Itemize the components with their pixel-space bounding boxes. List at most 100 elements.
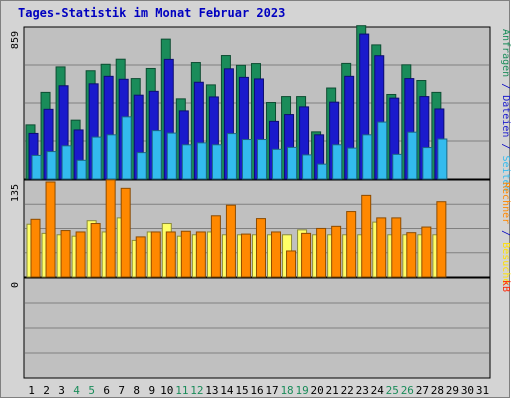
bar-rechner-day-6 <box>105 179 116 278</box>
x-tick-label: 20 <box>311 384 324 397</box>
bar-rechner-day-4 <box>75 231 86 278</box>
bar-seiten-day-20 <box>317 163 328 180</box>
bar-seiten-day-23 <box>362 134 373 180</box>
bar-rechner-day-10 <box>165 231 176 278</box>
bar-rechner-day-18 <box>286 250 297 278</box>
bar-seiten-day-19 <box>302 154 313 180</box>
x-tick-label: 18 <box>280 384 293 397</box>
x-tick-label: 11 <box>175 384 188 397</box>
x-tick-label: 31 <box>476 384 489 397</box>
x-tick-label: 25 <box>386 384 399 397</box>
x-tick-label: 13 <box>205 384 218 397</box>
bar-seiten-day-28 <box>437 138 448 180</box>
bar-seiten-day-2 <box>46 151 57 180</box>
chart-title: Tages-Statistik im Monat Februar 2023 <box>18 6 286 20</box>
bar-seiten-day-18 <box>287 146 298 180</box>
bar-rechner-day-16 <box>255 218 266 278</box>
bar-rechner-day-12 <box>195 231 206 278</box>
x-tick-label: 30 <box>461 384 474 397</box>
bar-seiten-day-8 <box>136 152 147 180</box>
bar-rechner-day-23 <box>361 194 372 278</box>
legend-entry: Besuche <box>500 242 511 284</box>
legend: Rechner / Besuche <box>500 182 511 284</box>
x-tick-label: 28 <box>431 384 444 397</box>
x-tick-label: 1 <box>28 384 35 397</box>
x-tick-label: 29 <box>446 384 459 397</box>
legend-entry: / <box>500 137 511 155</box>
bar-seiten-day-7 <box>121 116 132 180</box>
bar-rechner-day-5 <box>90 223 101 278</box>
y-max-label: 859 <box>10 31 21 49</box>
legend-entry: Rechner <box>500 182 511 224</box>
legend-entry: kB <box>500 280 511 292</box>
x-tick-label: 26 <box>401 384 414 397</box>
bar-rechner-day-28 <box>436 201 447 278</box>
bar-seiten-day-15 <box>241 139 252 180</box>
x-tick-label: 5 <box>88 384 95 397</box>
x-tick-label: 21 <box>326 384 339 397</box>
x-tick-label: 15 <box>235 384 248 397</box>
x-tick-label: 14 <box>220 384 234 397</box>
x-tick-label: 4 <box>73 384 80 397</box>
bar-rechner-day-17 <box>271 231 282 278</box>
bar-seiten-day-25 <box>392 153 403 180</box>
legend: kB <box>500 280 511 292</box>
bar-rechner-day-14 <box>225 204 236 278</box>
bar-seiten-day-9 <box>151 130 162 180</box>
bar-rechner-day-21 <box>331 225 342 278</box>
bar-rechner-day-9 <box>150 231 161 278</box>
legend-entry: Anfragen <box>500 29 511 77</box>
x-tick-label: 23 <box>356 384 369 397</box>
x-tick-label: 6 <box>103 384 110 397</box>
bar-rechner-day-15 <box>240 233 251 278</box>
x-tick-label: 9 <box>148 384 155 397</box>
legend-entry: / <box>500 77 511 95</box>
bar-rechner-day-7 <box>120 187 131 278</box>
x-tick-label: 7 <box>118 384 125 397</box>
bar-seiten-day-5 <box>91 136 102 180</box>
y-max-label: 0 <box>10 282 21 288</box>
bar-rechner-day-13 <box>210 215 221 278</box>
bar-rechner-day-22 <box>346 211 357 278</box>
bar-seiten-day-27 <box>422 147 433 180</box>
bar-seiten-day-16 <box>256 139 267 180</box>
x-tick-label: 10 <box>160 384 173 397</box>
x-tick-label: 19 <box>295 384 308 397</box>
x-tick-label: 17 <box>265 384 278 397</box>
bar-seiten-day-4 <box>76 159 87 180</box>
bar-seiten-day-3 <box>61 145 72 180</box>
bar-rechner-day-11 <box>180 230 191 278</box>
bar-seiten-day-22 <box>347 147 358 180</box>
bar-rechner-day-1 <box>30 218 41 278</box>
x-tick-label: 24 <box>371 384 385 397</box>
bar-rechner-day-26 <box>406 232 417 278</box>
bar-seiten-day-21 <box>332 144 343 180</box>
bar-seiten-day-11 <box>181 144 192 180</box>
legend: Anfragen / Dateien / Seiten <box>500 29 511 192</box>
bar-seiten-day-1 <box>31 154 42 180</box>
y-max-label: 135 <box>10 184 21 202</box>
bar-rechner-day-25 <box>391 217 402 278</box>
bar-seiten-day-6 <box>106 134 117 180</box>
bar-rechner-day-8 <box>135 236 146 278</box>
bar-rechner-day-3 <box>60 230 71 278</box>
bar-seiten-day-12 <box>196 142 207 180</box>
bar-rechner-day-19 <box>301 232 312 278</box>
bar-seiten-day-24 <box>377 121 388 180</box>
x-tick-label: 27 <box>416 384 429 397</box>
legend-entry: Dateien <box>500 95 511 137</box>
x-tick-label: 8 <box>133 384 140 397</box>
bar-seiten-day-17 <box>272 148 283 180</box>
bar-rechner-day-20 <box>316 227 327 278</box>
x-tick-label: 2 <box>43 384 50 397</box>
bar-rechner-day-2 <box>45 181 56 278</box>
x-tick-label: 22 <box>341 384 354 397</box>
x-tick-label: 12 <box>190 384 203 397</box>
bar-rechner-day-27 <box>421 226 432 278</box>
bar-seiten-day-26 <box>407 131 418 180</box>
legend-entry: Seiten <box>500 155 511 191</box>
bar-seiten-day-14 <box>226 133 237 180</box>
x-tick-label: 16 <box>250 384 263 397</box>
x-tick-label: 3 <box>58 384 65 397</box>
